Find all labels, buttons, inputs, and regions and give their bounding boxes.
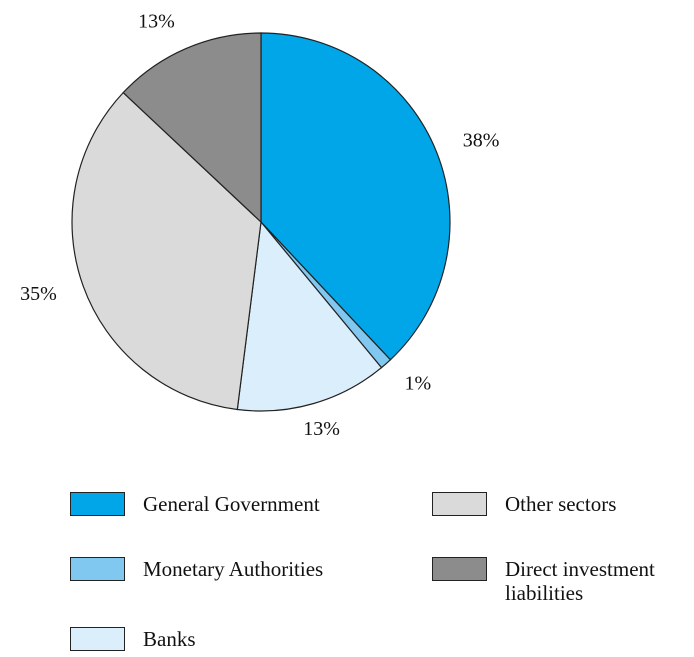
legend-item: Monetary Authorities [70,557,333,581]
data-label: 35% [20,283,57,305]
legend-swatch [432,557,487,581]
legend-swatch [70,492,125,516]
legend-label: Banks [143,627,196,651]
legend-item: Banks [70,627,333,651]
legend-swatch [432,492,487,516]
legend-swatch [70,557,125,581]
pie-slice [71,91,262,411]
pie-slice [122,32,262,224]
chart: 38% 1% 13% 35% 13% [20,10,500,440]
legend-item: General Government [70,492,333,516]
legend-item: Other sectors [432,492,694,516]
data-label: 13% [303,418,340,440]
pie-slice [236,220,383,412]
data-label: 1% [405,372,432,394]
legend-label: Other sectors [505,492,617,516]
data-label: 38% [463,130,500,152]
legend-item: Direct investment liabilities [432,557,694,605]
legend-label: General Government [143,492,320,516]
legend-label: Direct investment liabilities [505,557,655,605]
legend-swatch [70,627,125,651]
pie-slice [260,32,451,361]
data-label: 13% [138,10,175,32]
legend-label: Monetary Authorities [143,557,324,581]
